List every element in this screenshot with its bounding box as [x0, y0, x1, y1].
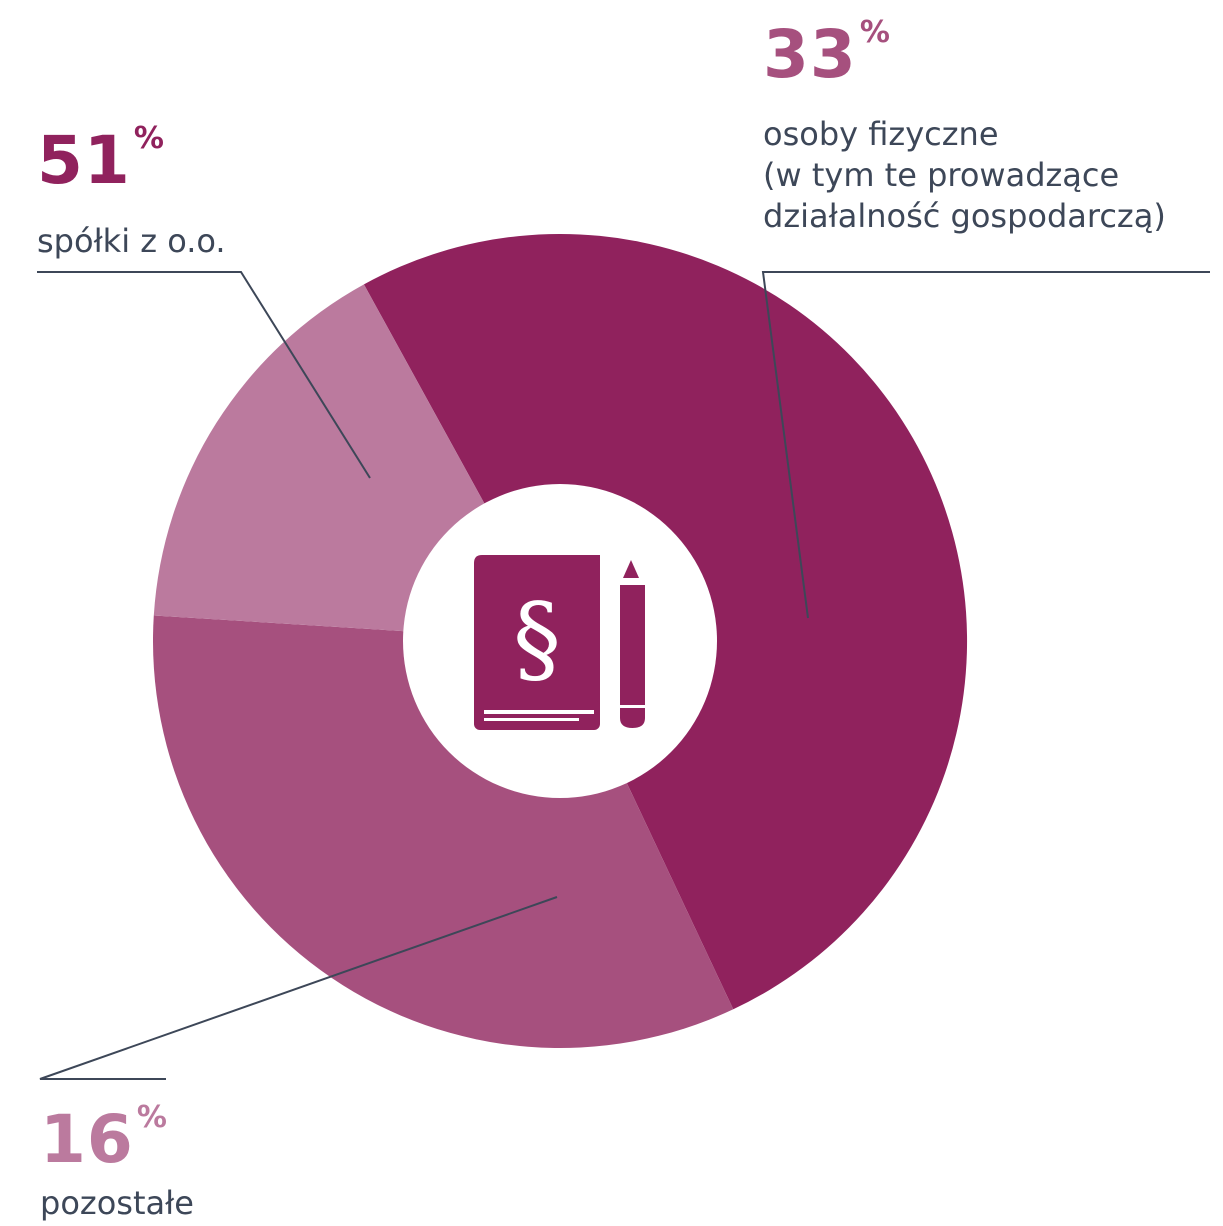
- value-label-osoby: 33%: [763, 16, 891, 93]
- category-label-pozostale: pozostałe: [40, 1183, 194, 1224]
- category-label-osoby: osoby fizyczne (w tym te prowadzące dzia…: [763, 114, 1166, 237]
- value-unit-spolki: %: [133, 121, 165, 156]
- category-label-line: działalność gospodarczą): [763, 197, 1166, 235]
- value-number-osoby: 33: [763, 16, 857, 93]
- value-number-spolki: 51: [37, 122, 131, 199]
- category-label-line: pozostałe: [40, 1184, 194, 1222]
- value-label-pozostale: 16%: [40, 1101, 168, 1178]
- value-label-spolki: 51%: [37, 122, 165, 199]
- leader-line-spolki: [37, 271, 371, 479]
- law-book-paragraph-pencil-icon: §: [474, 555, 645, 730]
- category-label-line: osoby fizyczne: [763, 115, 999, 153]
- leader-line-pozostale: [39, 896, 558, 1080]
- paragraph-glyph: §: [513, 583, 561, 695]
- leader-line-osoby: [761, 271, 1210, 619]
- category-label-spolki: spółki z o.o.: [37, 221, 226, 262]
- category-label-line: spółki z o.o.: [37, 222, 226, 260]
- value-unit-osoby: %: [859, 15, 891, 50]
- category-label-line: (w tym te prowadzące: [763, 156, 1120, 194]
- value-unit-pozostale: %: [136, 1100, 168, 1135]
- value-number-pozostale: 16: [40, 1101, 134, 1178]
